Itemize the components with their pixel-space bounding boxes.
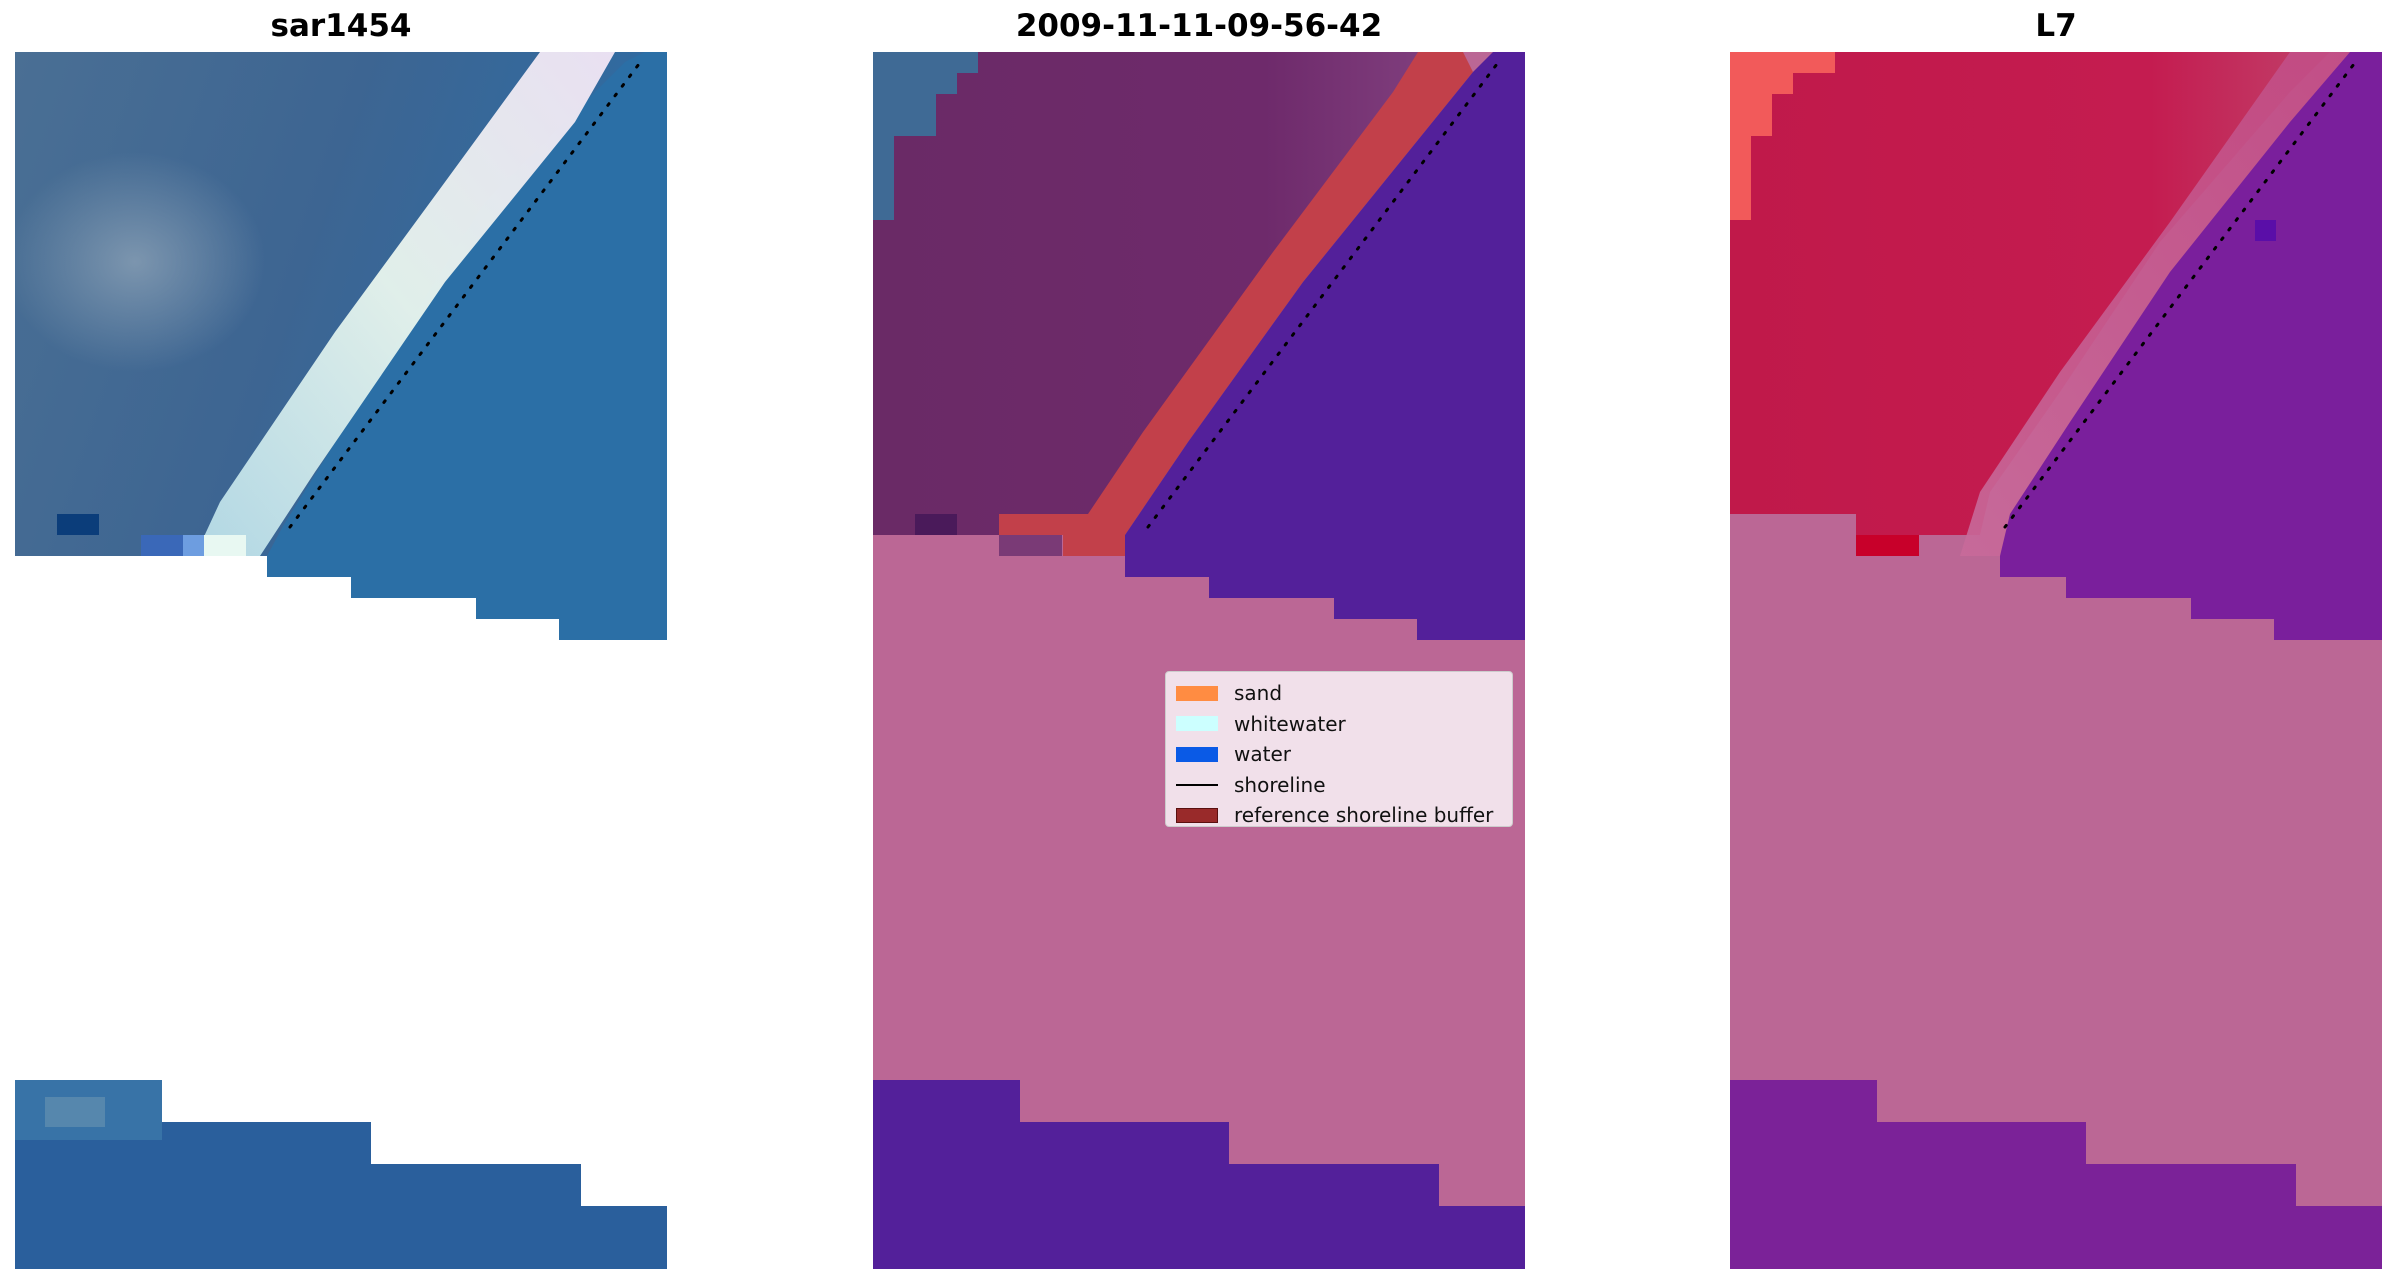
shoreline-swatch: [1176, 783, 1218, 786]
legend-item-shoreline: shoreline: [1176, 770, 1502, 801]
mndwi-image-panel: [1730, 52, 2382, 1269]
high-index-area: [1730, 52, 2330, 535]
panel-title-mndwi: L7: [2035, 8, 2077, 44]
rgb-satellite-image: [15, 52, 667, 1269]
buffer-swatch: [1176, 807, 1218, 823]
panel-title-classified: 2009-11-11-09-56-42: [1015, 8, 1383, 44]
shoreline-line: [1146, 58, 1502, 529]
legend-label: sand: [1234, 681, 1283, 706]
legend-label: reference shoreline buffer: [1234, 803, 1494, 828]
water-class-area: [1125, 52, 1525, 640]
whitewater-swatch: [1176, 716, 1218, 732]
land-class-area: [873, 52, 1525, 535]
panel-title-rgb: sar1454: [270, 8, 412, 44]
water-lower-area: [1730, 1080, 2382, 1269]
shoreline-line: [288, 58, 644, 529]
legend: sand whitewater water shoreline referenc…: [1165, 671, 1513, 827]
water-lower-area: [873, 1080, 1525, 1269]
mndwi-image: [1730, 52, 2382, 1269]
rgb-surf-band: [195, 52, 615, 556]
rgb-image-panel: [15, 52, 667, 1269]
transition-band: [1960, 52, 2350, 556]
rgb-lower-area: [15, 1080, 667, 1269]
legend-item-sand: sand: [1176, 678, 1502, 709]
water-swatch: [1176, 746, 1218, 762]
shoreline-line: [2003, 58, 2359, 529]
legend-item-whitewater: whitewater: [1176, 709, 1502, 740]
legend-label: water: [1234, 742, 1291, 767]
legend-item-water: water: [1176, 739, 1502, 770]
low-index-area: [2000, 52, 2382, 640]
shoreline-buffer-area: [999, 52, 1473, 556]
legend-label: shoreline: [1234, 772, 1326, 797]
classified-image-panel: [873, 52, 1525, 1269]
classified-image: [873, 52, 1525, 1269]
rgb-sea-area: [267, 52, 667, 640]
legend-label: whitewater: [1234, 711, 1346, 736]
sand-swatch: [1176, 685, 1218, 701]
legend-item-buffer: reference shoreline buffer: [1176, 800, 1502, 831]
